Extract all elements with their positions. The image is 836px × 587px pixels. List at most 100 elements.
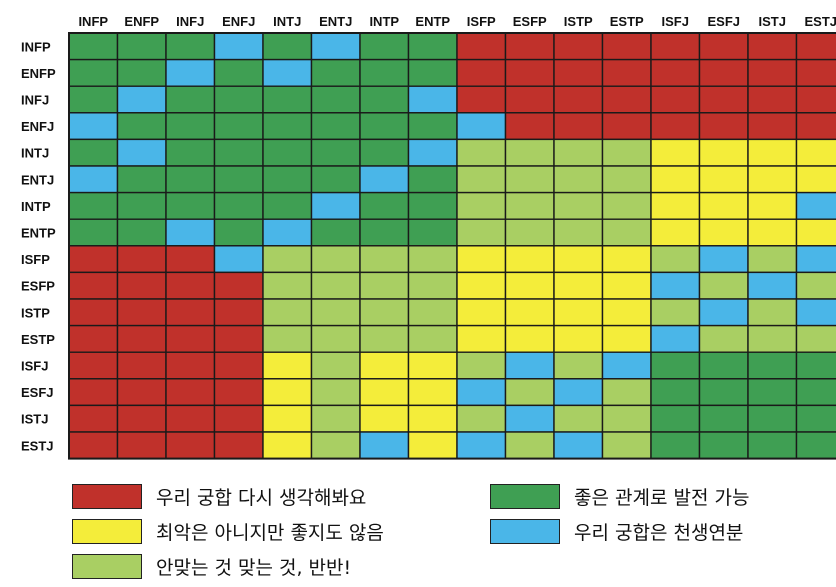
cell-isfj-istp [553, 351, 604, 380]
cell-istp-enfp [116, 298, 167, 327]
cell-enfj-esfj [698, 112, 749, 141]
cell-esfp-enfj [213, 271, 264, 300]
cell-infp-estp [601, 32, 652, 61]
cell-istj-estj [795, 404, 836, 433]
row-label-intj: INTJ [21, 146, 49, 161]
legend-label-blue: 우리 궁합은 천생연분 [574, 522, 744, 544]
cell-isfj-intp [359, 351, 410, 380]
cell-isfj-entp [407, 351, 458, 380]
cell-infj-entj [310, 85, 361, 114]
cell-enfj-enfj [213, 112, 264, 141]
cell-istj-esfj [698, 404, 749, 433]
cell-estp-istp [553, 324, 604, 353]
cell-intp-entp [407, 191, 458, 220]
cell-estp-entj [310, 324, 361, 353]
cell-isfp-enfp [116, 245, 167, 274]
cell-esfj-intj [262, 378, 313, 407]
cell-istp-esfj [698, 298, 749, 327]
column-label-intj: INTJ [273, 14, 301, 29]
cell-intp-enfp [116, 191, 167, 220]
legend-label-green: 좋은 관계로 발전 가능 [574, 487, 750, 509]
column-label-estj: ESTJ [804, 14, 836, 29]
cell-enfp-isfj [650, 58, 701, 87]
cell-esfp-esfp [504, 271, 555, 300]
cell-intj-intp [359, 138, 410, 167]
cell-infp-isfp [456, 32, 507, 61]
cell-infj-istj [747, 85, 798, 114]
cell-istj-intp [359, 404, 410, 433]
cell-esfp-isfj [650, 271, 701, 300]
cell-infj-infj [165, 85, 216, 114]
cell-estj-infj [165, 431, 216, 460]
cell-infp-infp [68, 32, 119, 61]
cell-infj-intp [359, 85, 410, 114]
cell-isfj-istj [747, 351, 798, 380]
cell-estp-intj [262, 324, 313, 353]
cell-esfp-entj [310, 271, 361, 300]
cell-entp-entj [310, 218, 361, 247]
cell-infj-istp [553, 85, 604, 114]
legend-item-green: 좋은 관계로 발전 가능 [490, 483, 749, 510]
cell-istp-istj [747, 298, 798, 327]
cell-istj-istj [747, 404, 798, 433]
row-label-esfp: ESFP [21, 279, 55, 294]
cell-isfp-enfj [213, 245, 264, 274]
cell-enfj-istp [553, 112, 604, 141]
cell-enfj-enfp [116, 112, 167, 141]
cell-enfj-intp [359, 112, 410, 141]
column-label-infj: INFJ [176, 14, 204, 29]
cell-isfj-infj [165, 351, 216, 380]
cell-istp-entp [407, 298, 458, 327]
cell-istp-infj [165, 298, 216, 327]
cell-istj-infj [165, 404, 216, 433]
row-label-isfj: ISFJ [21, 359, 48, 374]
column-label-esfj: ESFJ [707, 14, 740, 29]
cell-entj-intj [262, 165, 313, 194]
cell-isfj-esfj [698, 351, 749, 380]
cell-infp-estj [795, 32, 836, 61]
cell-entp-intj [262, 218, 313, 247]
cell-estj-estp [601, 431, 652, 460]
cell-entj-estj [795, 165, 836, 194]
row-label-estp: ESTP [21, 332, 55, 347]
cell-infj-isfp [456, 85, 507, 114]
cell-enfj-entp [407, 112, 458, 141]
cell-istp-esfp [504, 298, 555, 327]
cell-esfp-estj [795, 271, 836, 300]
cell-intp-isfp [456, 191, 507, 220]
cell-esfj-entj [310, 378, 361, 407]
legend-swatch-red [72, 484, 142, 509]
cell-estj-istj [747, 431, 798, 460]
cell-infp-intj [262, 32, 313, 61]
cell-enfp-esfp [504, 58, 555, 87]
cell-estp-istj [747, 324, 798, 353]
cell-esfj-esfp [504, 378, 555, 407]
cell-istp-entj [310, 298, 361, 327]
cell-istp-estp [601, 298, 652, 327]
cell-infp-isfj [650, 32, 701, 61]
cell-enfj-istj [747, 112, 798, 141]
cell-esfp-estp [601, 271, 652, 300]
cell-esfp-istp [553, 271, 604, 300]
legend-swatch-lightgreen [72, 554, 142, 579]
cell-estp-esfj [698, 324, 749, 353]
cell-intj-isfj [650, 138, 701, 167]
cell-estp-infj [165, 324, 216, 353]
cell-enfp-entp [407, 58, 458, 87]
cell-entp-istj [747, 218, 798, 247]
cell-isfp-isfp [456, 245, 507, 274]
cell-estj-enfp [116, 431, 167, 460]
cell-intj-isfp [456, 138, 507, 167]
cell-enfp-estp [601, 58, 652, 87]
cell-entj-intp [359, 165, 410, 194]
cell-isfp-esfp [504, 245, 555, 274]
cell-esfj-infj [165, 378, 216, 407]
cell-istp-intj [262, 298, 313, 327]
cell-esfp-isfp [456, 271, 507, 300]
cell-intp-istp [553, 191, 604, 220]
cell-entp-estp [601, 218, 652, 247]
cell-isfj-enfp [116, 351, 167, 380]
cell-enfj-entj [310, 112, 361, 141]
cell-entp-esfj [698, 218, 749, 247]
cell-isfp-entj [310, 245, 361, 274]
